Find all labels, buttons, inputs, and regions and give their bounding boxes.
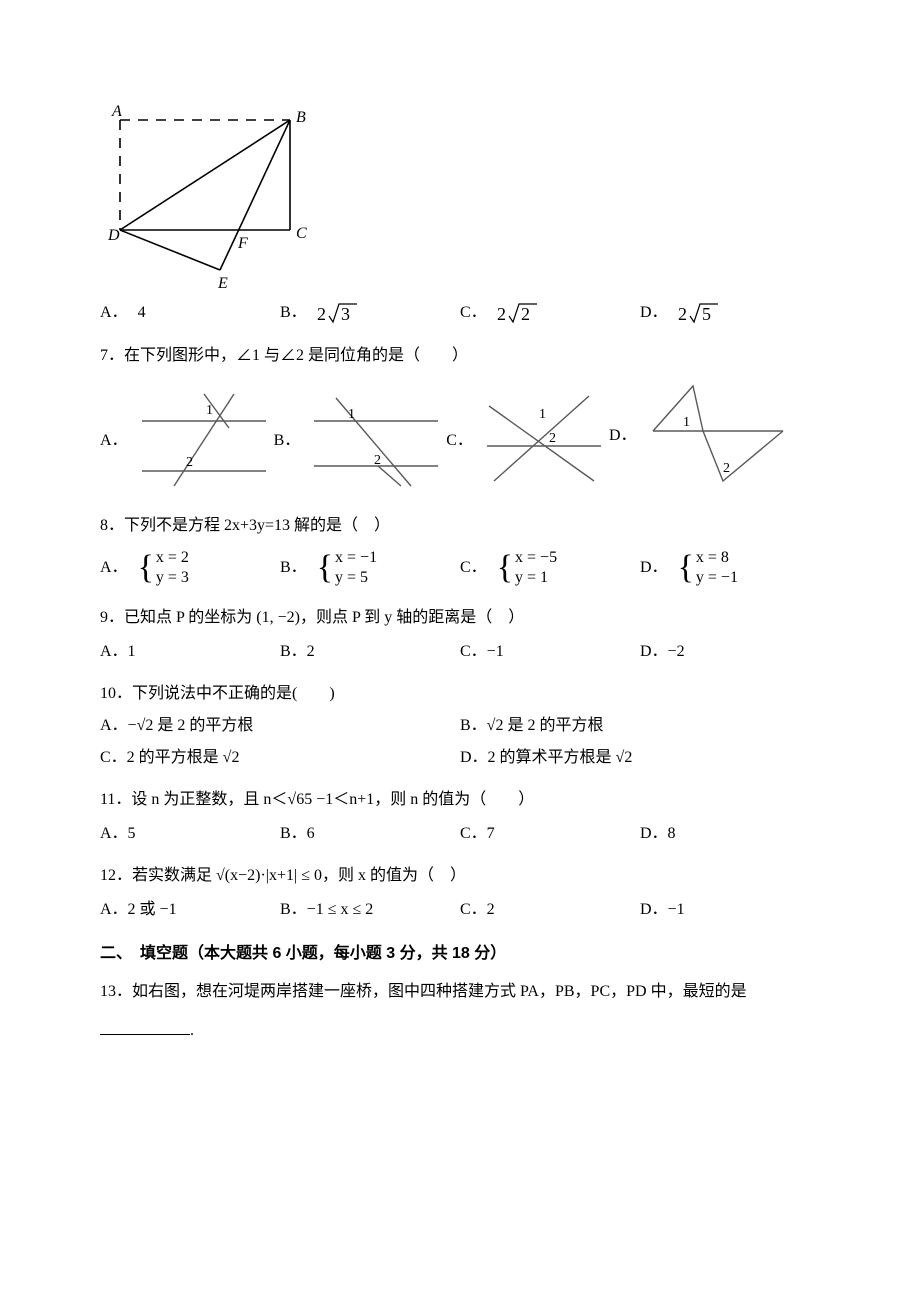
q10-opt-b: B．√2 是 2 的平方根: [460, 714, 820, 738]
q12-opt-b: B．−1 ≤ x ≤ 2: [280, 898, 460, 922]
q8-opt-c: C． {x = −5y = 1: [460, 548, 640, 588]
q6-c-expr: 22: [497, 300, 539, 326]
q8-opt-a: A． {x = 2y = 3: [100, 548, 280, 588]
q13-blank: [100, 1018, 190, 1035]
svg-text:A: A: [111, 103, 122, 120]
q10-opt-a: A．−√2 是 2 的平方根: [100, 714, 460, 738]
svg-text:2: 2: [549, 431, 556, 446]
q12-options: A．2 或 −1 B．−1 ≤ x ≤ 2 C．2 D．−1: [100, 898, 820, 922]
q11-opt-c: C．7: [460, 822, 640, 846]
q12-text: 12．若实数满足 √(x−2)·|x+1| ≤ 0，则 x 的值为（ ）: [100, 864, 820, 888]
q7-text: 7．在下列图形中，∠1 与∠2 是同位角的是（ ）: [100, 344, 820, 368]
q6-diagram: A B C D F E: [100, 100, 820, 290]
svg-text:2: 2: [497, 304, 506, 324]
svg-text:2: 2: [374, 453, 381, 468]
q10-opt-c: C．2 的平方根是 √2: [100, 746, 460, 770]
svg-text:E: E: [217, 275, 228, 290]
q12-opt-d: D．−1: [640, 898, 820, 922]
q8-text: 8．下列不是方程 2x+3y=13 解的是（ ）: [100, 514, 820, 538]
q7-opt-c: C． 1 2: [446, 386, 609, 496]
q10-row2: C．2 的平方根是 √2 D．2 的算术平方根是 √2: [100, 746, 820, 770]
svg-text:C: C: [296, 225, 307, 242]
q12-opt-c: C．2: [460, 898, 640, 922]
svg-text:F: F: [237, 235, 248, 252]
q8-opt-b: B． {x = −1y = 5: [280, 548, 460, 588]
q7-fig-c: 1 2: [479, 386, 609, 496]
svg-text:D: D: [107, 227, 120, 244]
q9-opt-d: D．−2: [640, 640, 820, 664]
svg-text:2: 2: [186, 455, 193, 470]
q13-blank-row: .: [100, 1018, 820, 1043]
q6-opt-a: A．4: [100, 301, 280, 325]
svg-text:2: 2: [521, 304, 530, 324]
svg-text:B: B: [296, 109, 306, 126]
q7-fig-a: 1 2: [134, 386, 274, 496]
q6-b-expr: 23: [317, 300, 359, 326]
q10-opt-d: D．2 的算术平方根是 √2: [460, 746, 820, 770]
q9-opt-b: B．2: [280, 640, 460, 664]
svg-text:3: 3: [341, 304, 350, 324]
q9-opt-a: A．1: [100, 640, 280, 664]
q13-after: .: [190, 1022, 194, 1039]
q11-options: A．5 B．6 C．7 D．8: [100, 822, 820, 846]
q11-opt-d: D．8: [640, 822, 820, 846]
q7-opt-a: A． 1 2: [100, 386, 274, 496]
q6-a-val: 4: [138, 301, 146, 325]
q7-fig-d: 1 2: [643, 376, 793, 496]
q6-options: A．4 B． 23 C． 22 D． 25: [100, 300, 820, 326]
q9-text: 9．已知点 P 的坐标为 (1, −2)，则点 P 到 y 轴的距离是（ ）: [100, 606, 820, 630]
q6-opt-d: D． 25: [640, 300, 820, 326]
q9-opt-c: C．−1: [460, 640, 640, 664]
q6-d-expr: 25: [678, 300, 720, 326]
q9-options: A．1 B．2 C．−1 D．−2: [100, 640, 820, 664]
q11-opt-b: B．6: [280, 822, 460, 846]
q10-text: 10．下列说法中不正确的是( ): [100, 682, 820, 706]
q8-opt-d: D． {x = 8y = −1: [640, 548, 820, 588]
svg-text:2: 2: [317, 304, 326, 324]
svg-text:2: 2: [723, 461, 730, 476]
svg-text:1: 1: [348, 407, 355, 422]
q7-options: A． 1 2 B． 1 2 C．: [100, 376, 820, 496]
q6-opt-c: C． 22: [460, 300, 640, 326]
q7-fig-b: 1 2: [306, 386, 446, 496]
q11-text: 11．设 n 为正整数，且 n＜√65 −1＜n+1，则 n 的值为（ ）: [100, 788, 820, 812]
q8-options: A． {x = 2y = 3 B． {x = −1y = 5 C． {x = −…: [100, 548, 820, 588]
q7-opt-b: B． 1 2: [274, 386, 447, 496]
q12-opt-a: A．2 或 −1: [100, 898, 280, 922]
q10-row1: A．−√2 是 2 的平方根 B．√2 是 2 的平方根: [100, 714, 820, 738]
q13-text-before: 13．如右图，想在河堤两岸搭建一座桥，图中四种搭建方式 PA，PB，PC，PD …: [100, 983, 747, 1000]
q11-opt-a: A．5: [100, 822, 280, 846]
svg-text:5: 5: [702, 304, 711, 324]
section2-title: 二、 填空题（本大题共 6 小题，每小题 3 分，共 18 分）: [100, 942, 820, 966]
q6-opt-b: B． 23: [280, 300, 460, 326]
svg-text:1: 1: [683, 415, 690, 430]
q13: 13．如右图，想在河堤两岸搭建一座桥，图中四种搭建方式 PA，PB，PC，PD …: [100, 980, 820, 1004]
svg-text:2: 2: [678, 304, 687, 324]
svg-text:1: 1: [206, 403, 213, 418]
q7-opt-d: D． 1 2: [609, 376, 793, 496]
svg-text:1: 1: [539, 407, 546, 422]
